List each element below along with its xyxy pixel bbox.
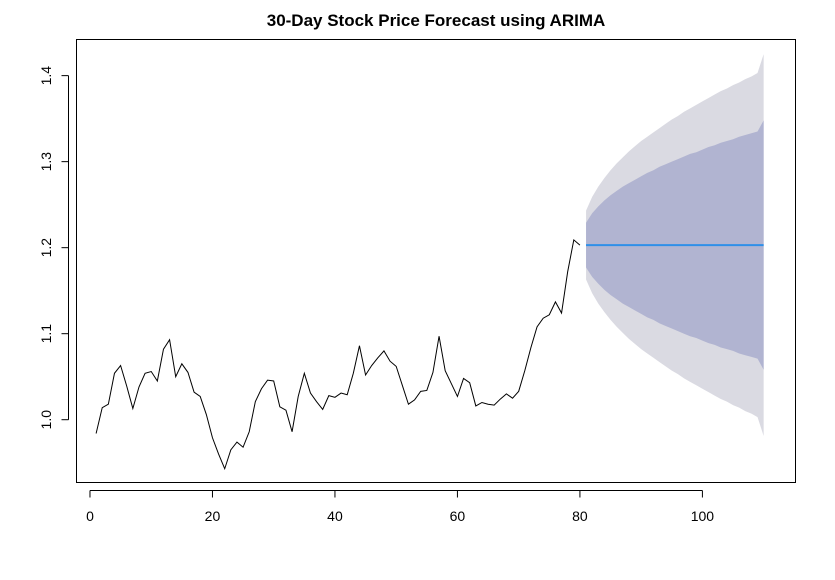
y-axis: 1.0 1.1 1.2 1.3 1.4 — [38, 66, 69, 430]
y-tick-label: 1.2 — [38, 238, 54, 258]
x-tick-label: 80 — [572, 508, 588, 524]
x-axis: 0 20 40 60 80 100 — [86, 490, 715, 524]
y-tick-label: 1.0 — [38, 410, 54, 430]
x-tick-label: 40 — [327, 508, 343, 524]
y-tick-label: 1.4 — [38, 66, 54, 86]
y-tick-label: 1.3 — [38, 152, 54, 172]
x-tick-label: 100 — [691, 508, 715, 524]
series-lines — [95, 238, 764, 471]
history-line — [95, 238, 581, 471]
x-tick-label: 0 — [86, 508, 94, 524]
chart-title: 30-Day Stock Price Forecast using ARIMA — [267, 11, 606, 30]
x-tick-label: 20 — [205, 508, 221, 524]
x-tick-label: 60 — [450, 508, 466, 524]
y-tick-label: 1.1 — [38, 324, 54, 344]
plot-frame — [76, 39, 796, 483]
